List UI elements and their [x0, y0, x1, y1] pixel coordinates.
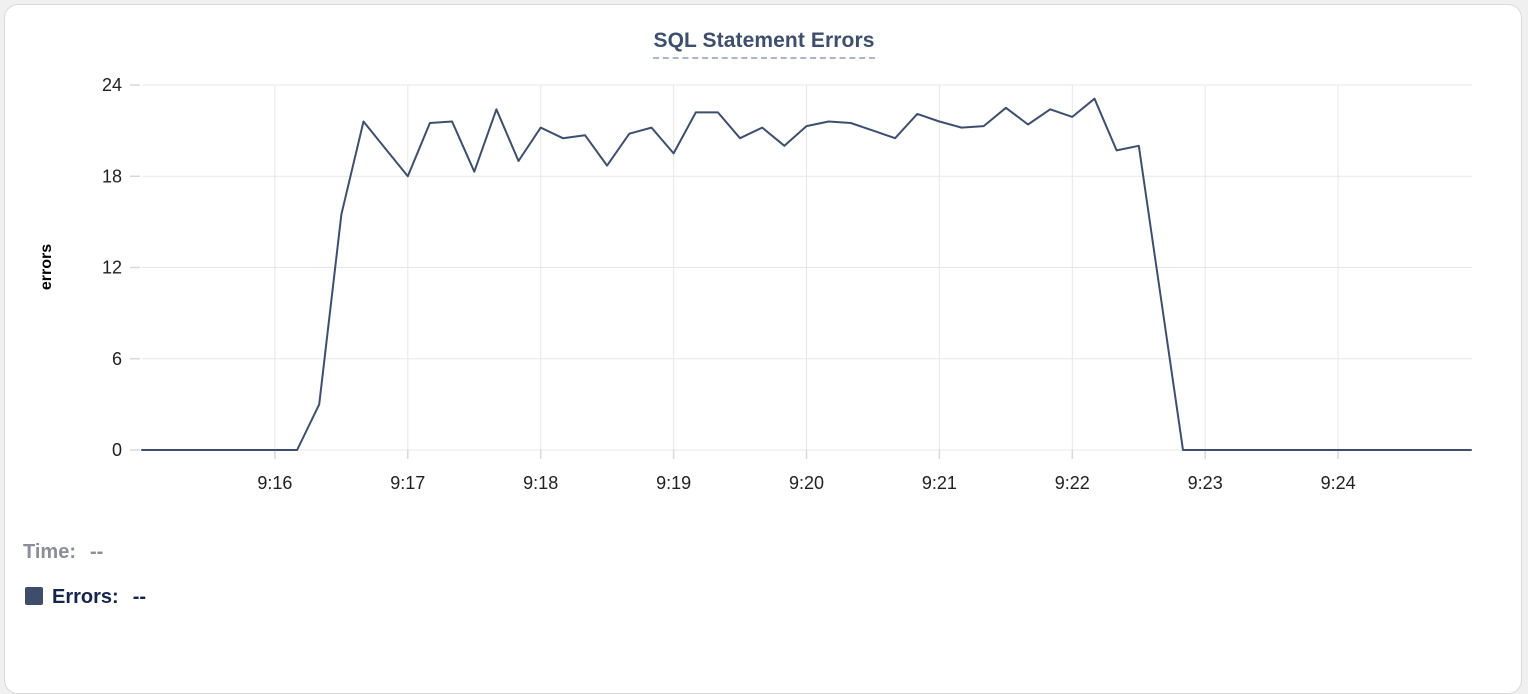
panel-title-row: SQL Statement Errors [0, 29, 1528, 59]
panel-title[interactable]: SQL Statement Errors [653, 29, 875, 59]
x-tick-label: 9:23 [1188, 473, 1223, 493]
time-readout-label: Time: [23, 541, 76, 563]
x-tick-label: 9:24 [1321, 473, 1356, 493]
y-tick-label: 18 [102, 166, 122, 186]
y-tick-label: 12 [102, 258, 122, 278]
x-tick-label: 9:22 [1055, 473, 1090, 493]
x-tick-label: 9:16 [257, 473, 292, 493]
y-tick-label: 24 [102, 75, 122, 95]
chart-panel [4, 4, 1522, 694]
x-tick-label: 9:19 [656, 473, 691, 493]
errors-readout-label: Errors: [52, 586, 119, 608]
chart-plot-area[interactable]: 0 6 12 18 24 9:16 9:17 9:18 9:19 9:20 9:21 9:22 9:23… [0, 0, 1528, 510]
errors-readout-value: -- [132, 586, 147, 608]
x-tick-label: 9:20 [789, 473, 824, 493]
x-tick-label: 9:18 [523, 473, 558, 493]
errors-legend-row[interactable]: Errors: -- [25, 586, 146, 609]
x-tick-label: 9:21 [922, 473, 957, 493]
time-readout-row: Time: -- [23, 541, 103, 564]
x-tick-label: 9:17 [390, 473, 425, 493]
time-readout-value: -- [89, 541, 104, 563]
errors-series-swatch-icon [25, 587, 43, 605]
y-tick-label: 6 [112, 349, 122, 369]
series-line-errors [141, 97, 1472, 451]
y-tick-label: 0 [112, 440, 122, 460]
